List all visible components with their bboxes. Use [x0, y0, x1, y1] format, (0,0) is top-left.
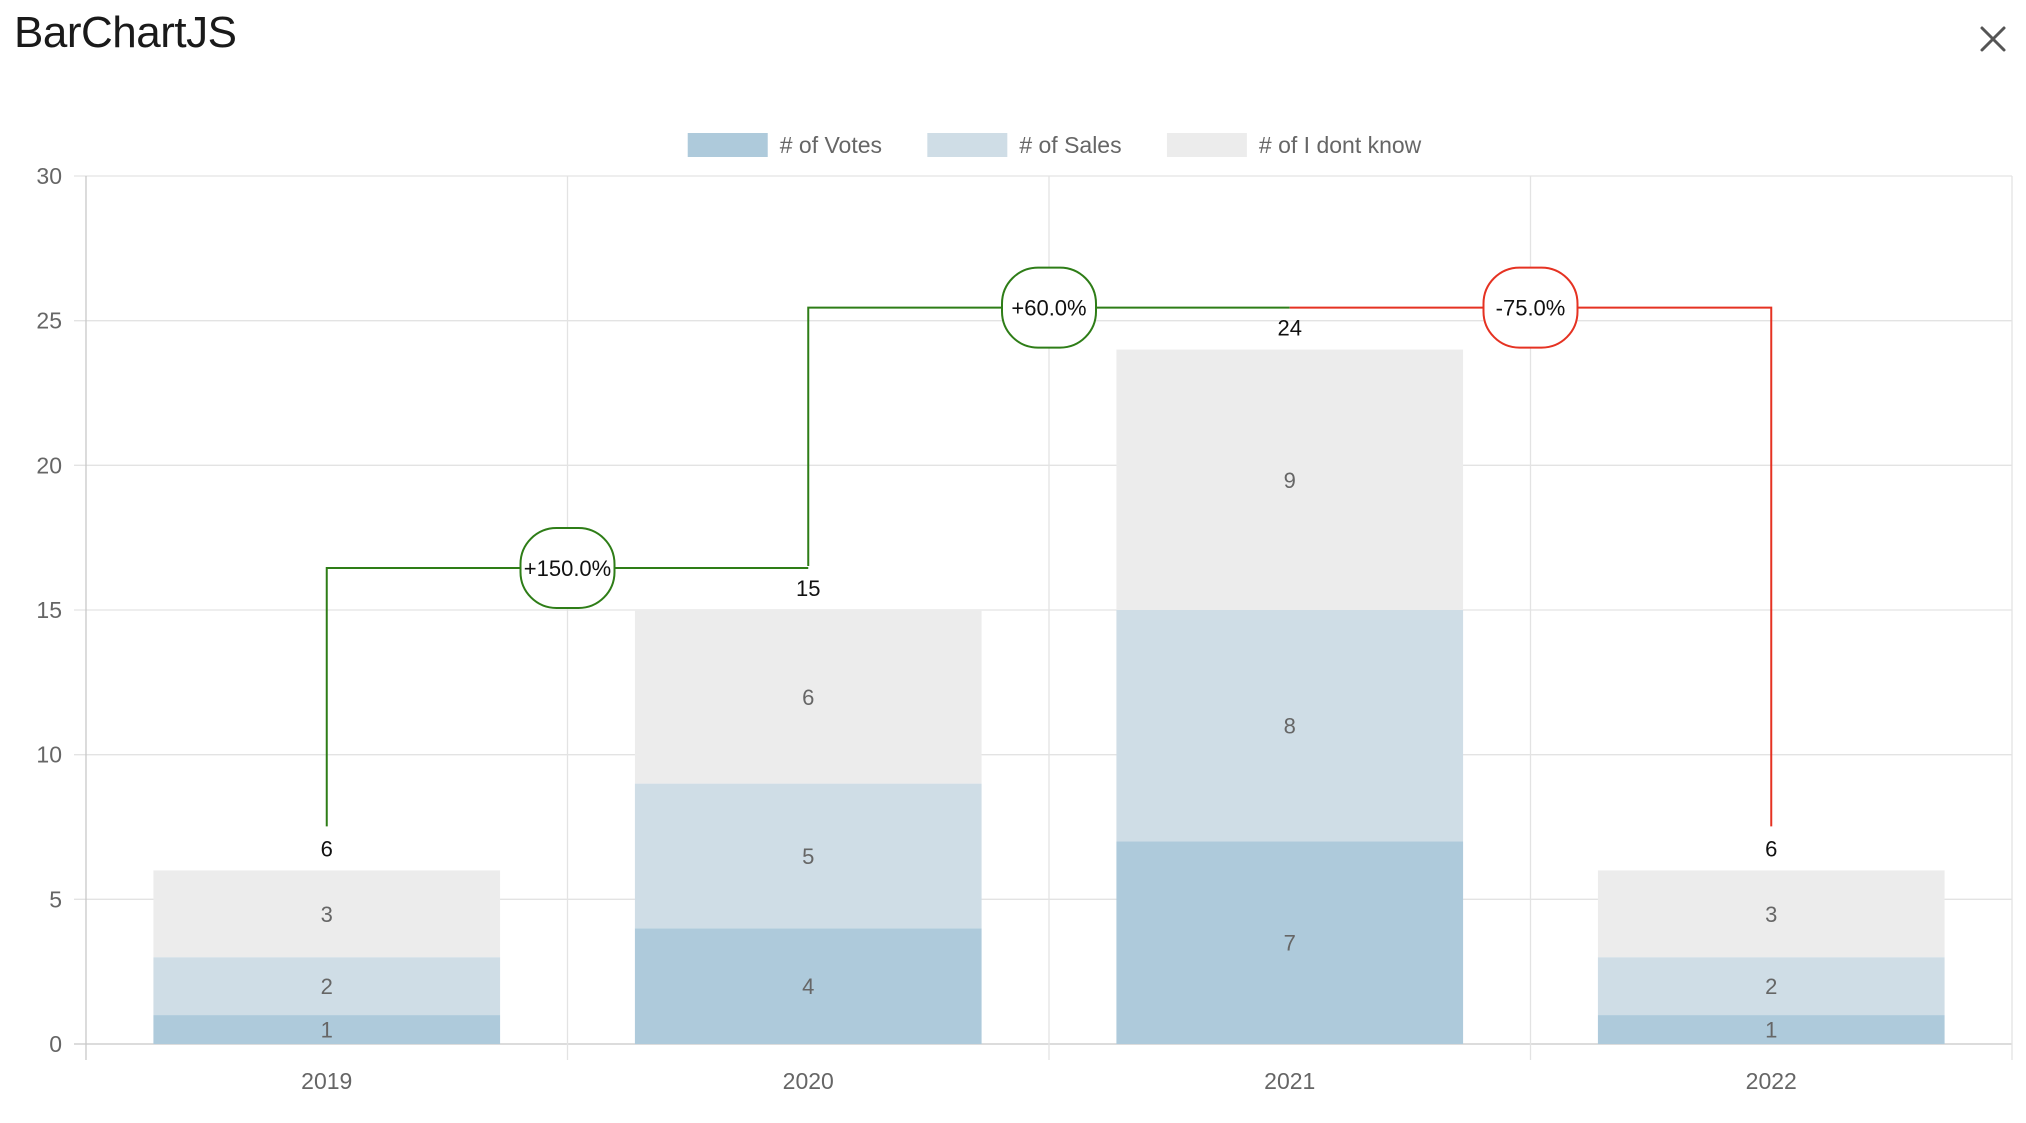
legend-label: # of Votes — [780, 132, 882, 158]
x-tick-label: 2022 — [1746, 1068, 1797, 1094]
change-badge-label: +150.0% — [524, 556, 611, 581]
bar-segment — [1597, 1015, 1945, 1044]
bar-segment — [1116, 349, 1464, 610]
segment-value-label: 7 — [1284, 931, 1296, 956]
legend: # of Votes # of Sales # of I dont know — [687, 132, 1422, 158]
segment-value-label: 5 — [802, 844, 814, 869]
segment-value-label: 6 — [802, 685, 814, 710]
change-badge — [1001, 266, 1097, 349]
segment-value-label: 3 — [1765, 902, 1777, 927]
bar-segment — [1116, 610, 1464, 842]
change-badge-label: -75.0% — [1496, 296, 1566, 321]
segment-value-label: 1 — [1765, 1018, 1777, 1043]
y-tick-label: 0 — [49, 1031, 62, 1057]
bar-segment — [634, 783, 982, 929]
y-tick-label: 20 — [36, 452, 62, 478]
change-connector-line — [1289, 306, 1773, 827]
segment-value-label: 3 — [321, 902, 333, 927]
total-value-label: 15 — [796, 576, 820, 601]
legend-swatch — [687, 133, 768, 157]
bar-segment — [153, 870, 501, 958]
bar-segment — [153, 1015, 501, 1044]
app-title: BarChartJS — [14, 8, 237, 57]
bars — [153, 349, 1945, 1044]
bar-labels: 1 2 3 6 4 5 6 15 7 8 9 24 1 2 3 6 — [321, 316, 1778, 1043]
change-connector-line — [325, 567, 809, 827]
bar-segment — [1597, 870, 1945, 958]
segment-value-label: 9 — [1284, 468, 1296, 493]
bar-segment — [634, 610, 982, 784]
close-icon[interactable] — [1972, 18, 2014, 60]
change-badge — [1482, 266, 1579, 349]
segment-value-label: 8 — [1284, 714, 1296, 739]
x-tick-label: 2019 — [301, 1068, 352, 1094]
x-tick-label: 2020 — [783, 1068, 834, 1094]
bar-segment — [1597, 957, 1945, 1016]
change-connector-line — [807, 306, 1290, 566]
total-value-label: 6 — [321, 836, 333, 861]
change-badge-label: +60.0% — [1011, 296, 1086, 321]
segment-value-label: 1 — [321, 1018, 333, 1043]
legend-swatch — [927, 133, 1008, 157]
change-connectors: +150.0% +60.0% -75.0% — [325, 266, 1773, 827]
y-tick-label: 5 — [49, 886, 62, 912]
total-value-label: 6 — [1765, 836, 1777, 861]
change-badge — [519, 527, 616, 609]
y-tick-label: 30 — [36, 163, 62, 189]
total-value-label: 24 — [1278, 316, 1302, 341]
segment-value-label: 2 — [1765, 974, 1777, 999]
legend-label: # of Sales — [1019, 132, 1121, 158]
y-tick-label: 25 — [36, 308, 62, 334]
bar-segment — [1116, 841, 1464, 1044]
segment-value-label: 2 — [321, 974, 333, 999]
bar-segment — [634, 928, 982, 1044]
segment-value-label: 4 — [802, 974, 814, 999]
y-tick-label: 10 — [36, 742, 62, 768]
bar-segment — [153, 957, 501, 1016]
legend-swatch — [1166, 133, 1247, 157]
y-tick-label: 15 — [36, 597, 62, 623]
legend-label: # of I dont know — [1259, 132, 1422, 158]
x-tick-label: 2021 — [1264, 1068, 1315, 1094]
